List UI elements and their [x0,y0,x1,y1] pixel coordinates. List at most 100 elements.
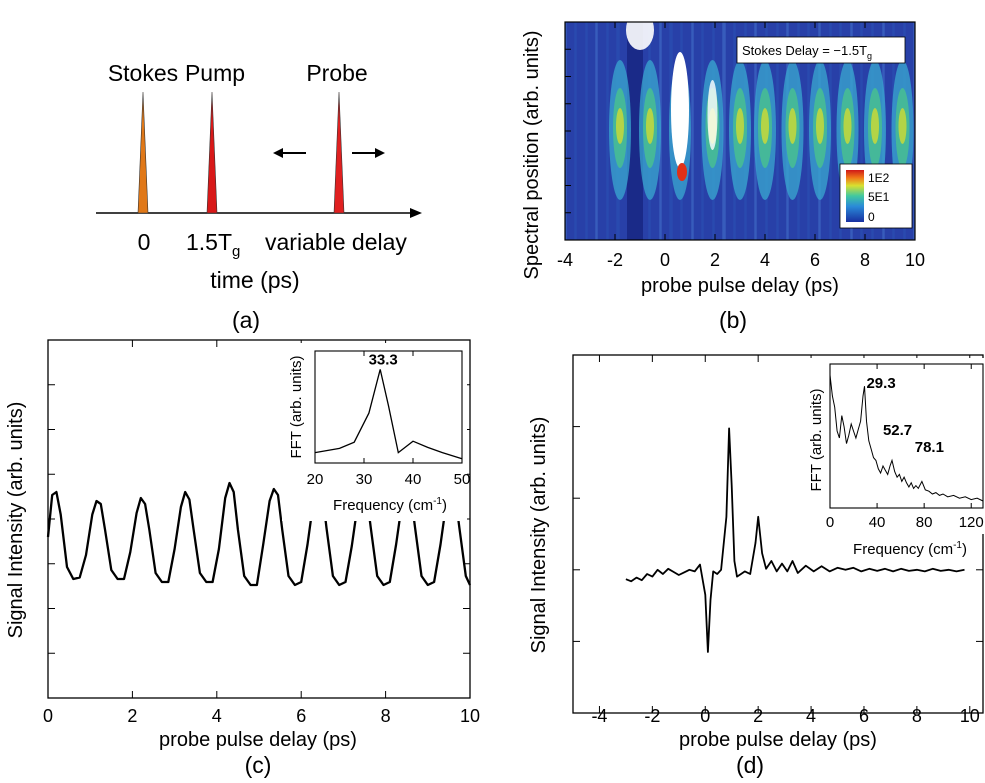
inset-d-x-tick-label: 0 [826,514,834,531]
heatmap-x-tick-label: 8 [860,250,870,270]
heatmap-x-tick-label: 10 [905,250,925,270]
panel-label-d: (d) [736,752,764,778]
colorbar-label-max: 1E2 [868,171,890,185]
heatmap-dark-band [627,22,643,240]
heatmap-band-peak [871,108,879,144]
plot-c-x-tick-label: 4 [212,706,222,726]
plot-d-x-tick-label: 4 [806,706,816,726]
inset-c-x-tick-label: 30 [356,471,373,488]
inset-c-x-tick-label: 40 [405,471,422,488]
inset-c-peak-label: 33.3 [369,351,398,368]
heatmap-saturated-band-2 [707,80,718,150]
stokes-pulse [137,91,149,214]
heatmap-band-peak [736,108,744,144]
inset-d-peak-label-78: 78.1 [915,439,944,456]
pump-pulse [206,91,218,214]
heatmap-band-peak [616,108,624,144]
tick-label-variable-delay: variable delay [265,229,407,255]
heatmap-x-tick-label: 2 [710,250,720,270]
plot-d-x-tick-label: -2 [644,706,660,726]
plot-d-x-tick-label: 0 [700,706,710,726]
probe-label: Probe [306,60,367,86]
inset-d-peak-label-29: 29.3 [866,375,895,392]
heatmap-band-peak [788,108,797,144]
inset-c-ticks: 20 30 40 50 [307,351,471,488]
heatmap-texture [595,22,597,240]
panel-c: 0 2 4 6 8 10 20 30 40 50 33.3 Frequency (cm-1) F… [5,339,480,778]
heatmap-hot-spot [677,163,687,181]
inset-c-frame [314,350,463,464]
plot-d-y-label: Signal Intensity (arb. units) [528,417,550,654]
inset-d-x-tick-label: 120 [959,514,984,531]
inset-d-background [804,358,985,534]
heatmap-x-tick-label: 6 [810,250,820,270]
tick-label-pump: 1.5Tg [186,229,240,260]
panel-d: -4 -2 0 2 4 6 8 10 0 40 80 120 29.3 52.7 78.1 Freq… [528,354,985,778]
heatmap-y-ticks [565,48,571,214]
panel-label-c: (c) [245,752,272,778]
time-axis-arrowhead [410,208,422,218]
plot-d-x-tick-label: 2 [753,706,763,726]
panel-b: -4 -2 0 2 4 6 8 10 Stokes Delay = −1.5Tg 1E2 5E… [521,21,925,333]
inset-c-background [282,343,467,521]
pump-label: Pump [185,60,245,86]
inset-d-frame [829,363,984,509]
plot-d-x-tick-label: -4 [591,706,607,726]
heatmap-y-axis-label: Spectral position (arb. units) [521,30,543,279]
panel-a: Stokes Pump Probe 0 1.5Tg variable delay… [96,60,422,333]
inset-d-trace [829,374,984,502]
heatmap-x-axis-label: probe pulse delay (ps) [641,275,839,297]
colorbar-label-min: 0 [868,210,875,224]
inset-c-x-tick-label: 50 [454,471,471,488]
plot-d-ticks: -4 -2 0 2 4 6 8 10 [573,355,983,726]
plot-d-x-tick-label: 10 [960,706,980,726]
probe-pulse [333,91,345,214]
inset-d-x-label: Frequency (cm-1) [853,540,967,558]
heatmap-texture [860,22,862,240]
stokes-delay-annotation-box [736,36,906,64]
heatmap-texture [913,22,915,240]
plot-c-x-tick-label: 10 [460,706,480,726]
plot-c-ticks: 0 2 4 6 8 10 [43,340,480,726]
inset-d-peak-label-52: 52.7 [883,422,912,439]
stokes-delay-annotation: Stokes Delay = −1.5Tg [742,43,872,61]
heatmap-x-tick-label: 0 [660,250,670,270]
plot-c-x-tick-label: 2 [127,706,137,726]
inset-d-x-tick-label: 40 [869,514,886,531]
colorbar [846,170,864,222]
panel-label-a: (a) [232,307,260,333]
plot-d-x-label: probe pulse delay (ps) [679,729,877,751]
inset-c-x-label: Frequency (cm-1) [333,496,447,514]
heatmap-texture [691,22,693,240]
heatmap-saturated-band [671,52,689,168]
time-axis-label: time (ps) [210,267,299,293]
heatmap-bands [565,22,915,240]
plot-c-x-label: probe pulse delay (ps) [159,729,357,751]
heatmap-x-ticks: -4 -2 0 2 4 6 8 10 [557,22,925,270]
heatmap-band-peak [843,108,852,144]
inset-d-ticks: 0 40 80 120 [826,364,984,531]
plot-d-x-tick-label: 6 [859,706,869,726]
inset-c-x-tick-label: 20 [307,471,324,488]
plot-c-x-tick-label: 8 [381,706,391,726]
heatmap-texture [776,22,778,240]
tick-label-zero: 0 [138,229,151,255]
heatmap-x-tick-label: 4 [760,250,770,270]
inset-d-y-label: FFT (arb. units) [808,388,825,491]
probe-right-arrow [352,148,385,158]
heatmap-texture [807,22,809,240]
heatmap-saturated-top [626,22,654,50]
inset-c-y-label: FFT (arb. units) [288,355,305,458]
inset-d-x-tick-label: 80 [916,514,933,531]
heatmap-x-tick-label: -2 [607,250,623,270]
stokes-label: Stokes [108,60,178,86]
colorbar-label-mid: 5E1 [868,190,890,204]
heatmap-band-peak [761,108,769,144]
plot-d-x-tick-label: 8 [912,706,922,726]
plot-c-x-tick-label: 6 [296,706,306,726]
inset-c-trace [314,369,463,460]
panel-label-b: (b) [719,307,747,333]
plot-c-x-tick-label: 0 [43,706,53,726]
heatmap-texture [585,22,587,240]
